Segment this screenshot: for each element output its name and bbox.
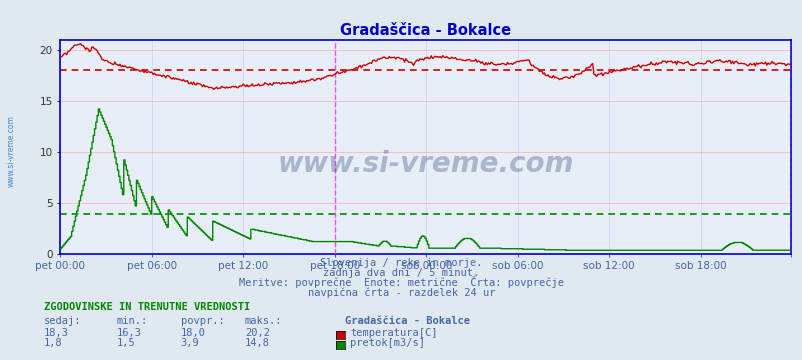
Text: www.si-vreme.com: www.si-vreme.com xyxy=(6,115,15,187)
Text: maks.:: maks.: xyxy=(245,316,282,326)
Text: sedaj:: sedaj: xyxy=(44,316,82,326)
Text: zadnja dva dni / 5 minut.: zadnja dva dni / 5 minut. xyxy=(323,268,479,278)
Text: 18,3: 18,3 xyxy=(44,328,69,338)
Text: 1,5: 1,5 xyxy=(116,338,135,348)
Text: Slovenija / reke in morje.: Slovenija / reke in morje. xyxy=(320,258,482,269)
Title: Gradaščica - Bokalce: Gradaščica - Bokalce xyxy=(339,23,511,39)
Text: www.si-vreme.com: www.si-vreme.com xyxy=(277,150,573,178)
Text: 1,8: 1,8 xyxy=(44,338,63,348)
Text: temperatura[C]: temperatura[C] xyxy=(350,328,437,338)
Text: 20,2: 20,2 xyxy=(245,328,269,338)
Text: Meritve: povprečne  Enote: metrične  Črta: povprečje: Meritve: povprečne Enote: metrične Črta:… xyxy=(239,276,563,288)
Text: 18,0: 18,0 xyxy=(180,328,205,338)
Text: ZGODOVINSKE IN TRENUTNE VREDNOSTI: ZGODOVINSKE IN TRENUTNE VREDNOSTI xyxy=(44,302,250,312)
Text: 14,8: 14,8 xyxy=(245,338,269,348)
Text: min.:: min.: xyxy=(116,316,148,326)
Text: 3,9: 3,9 xyxy=(180,338,199,348)
Text: pretok[m3/s]: pretok[m3/s] xyxy=(350,338,424,348)
Text: Gradaščica - Bokalce: Gradaščica - Bokalce xyxy=(345,316,470,326)
Text: navpična črta - razdelek 24 ur: navpična črta - razdelek 24 ur xyxy=(307,287,495,298)
Text: povpr.:: povpr.: xyxy=(180,316,224,326)
Text: 16,3: 16,3 xyxy=(116,328,141,338)
